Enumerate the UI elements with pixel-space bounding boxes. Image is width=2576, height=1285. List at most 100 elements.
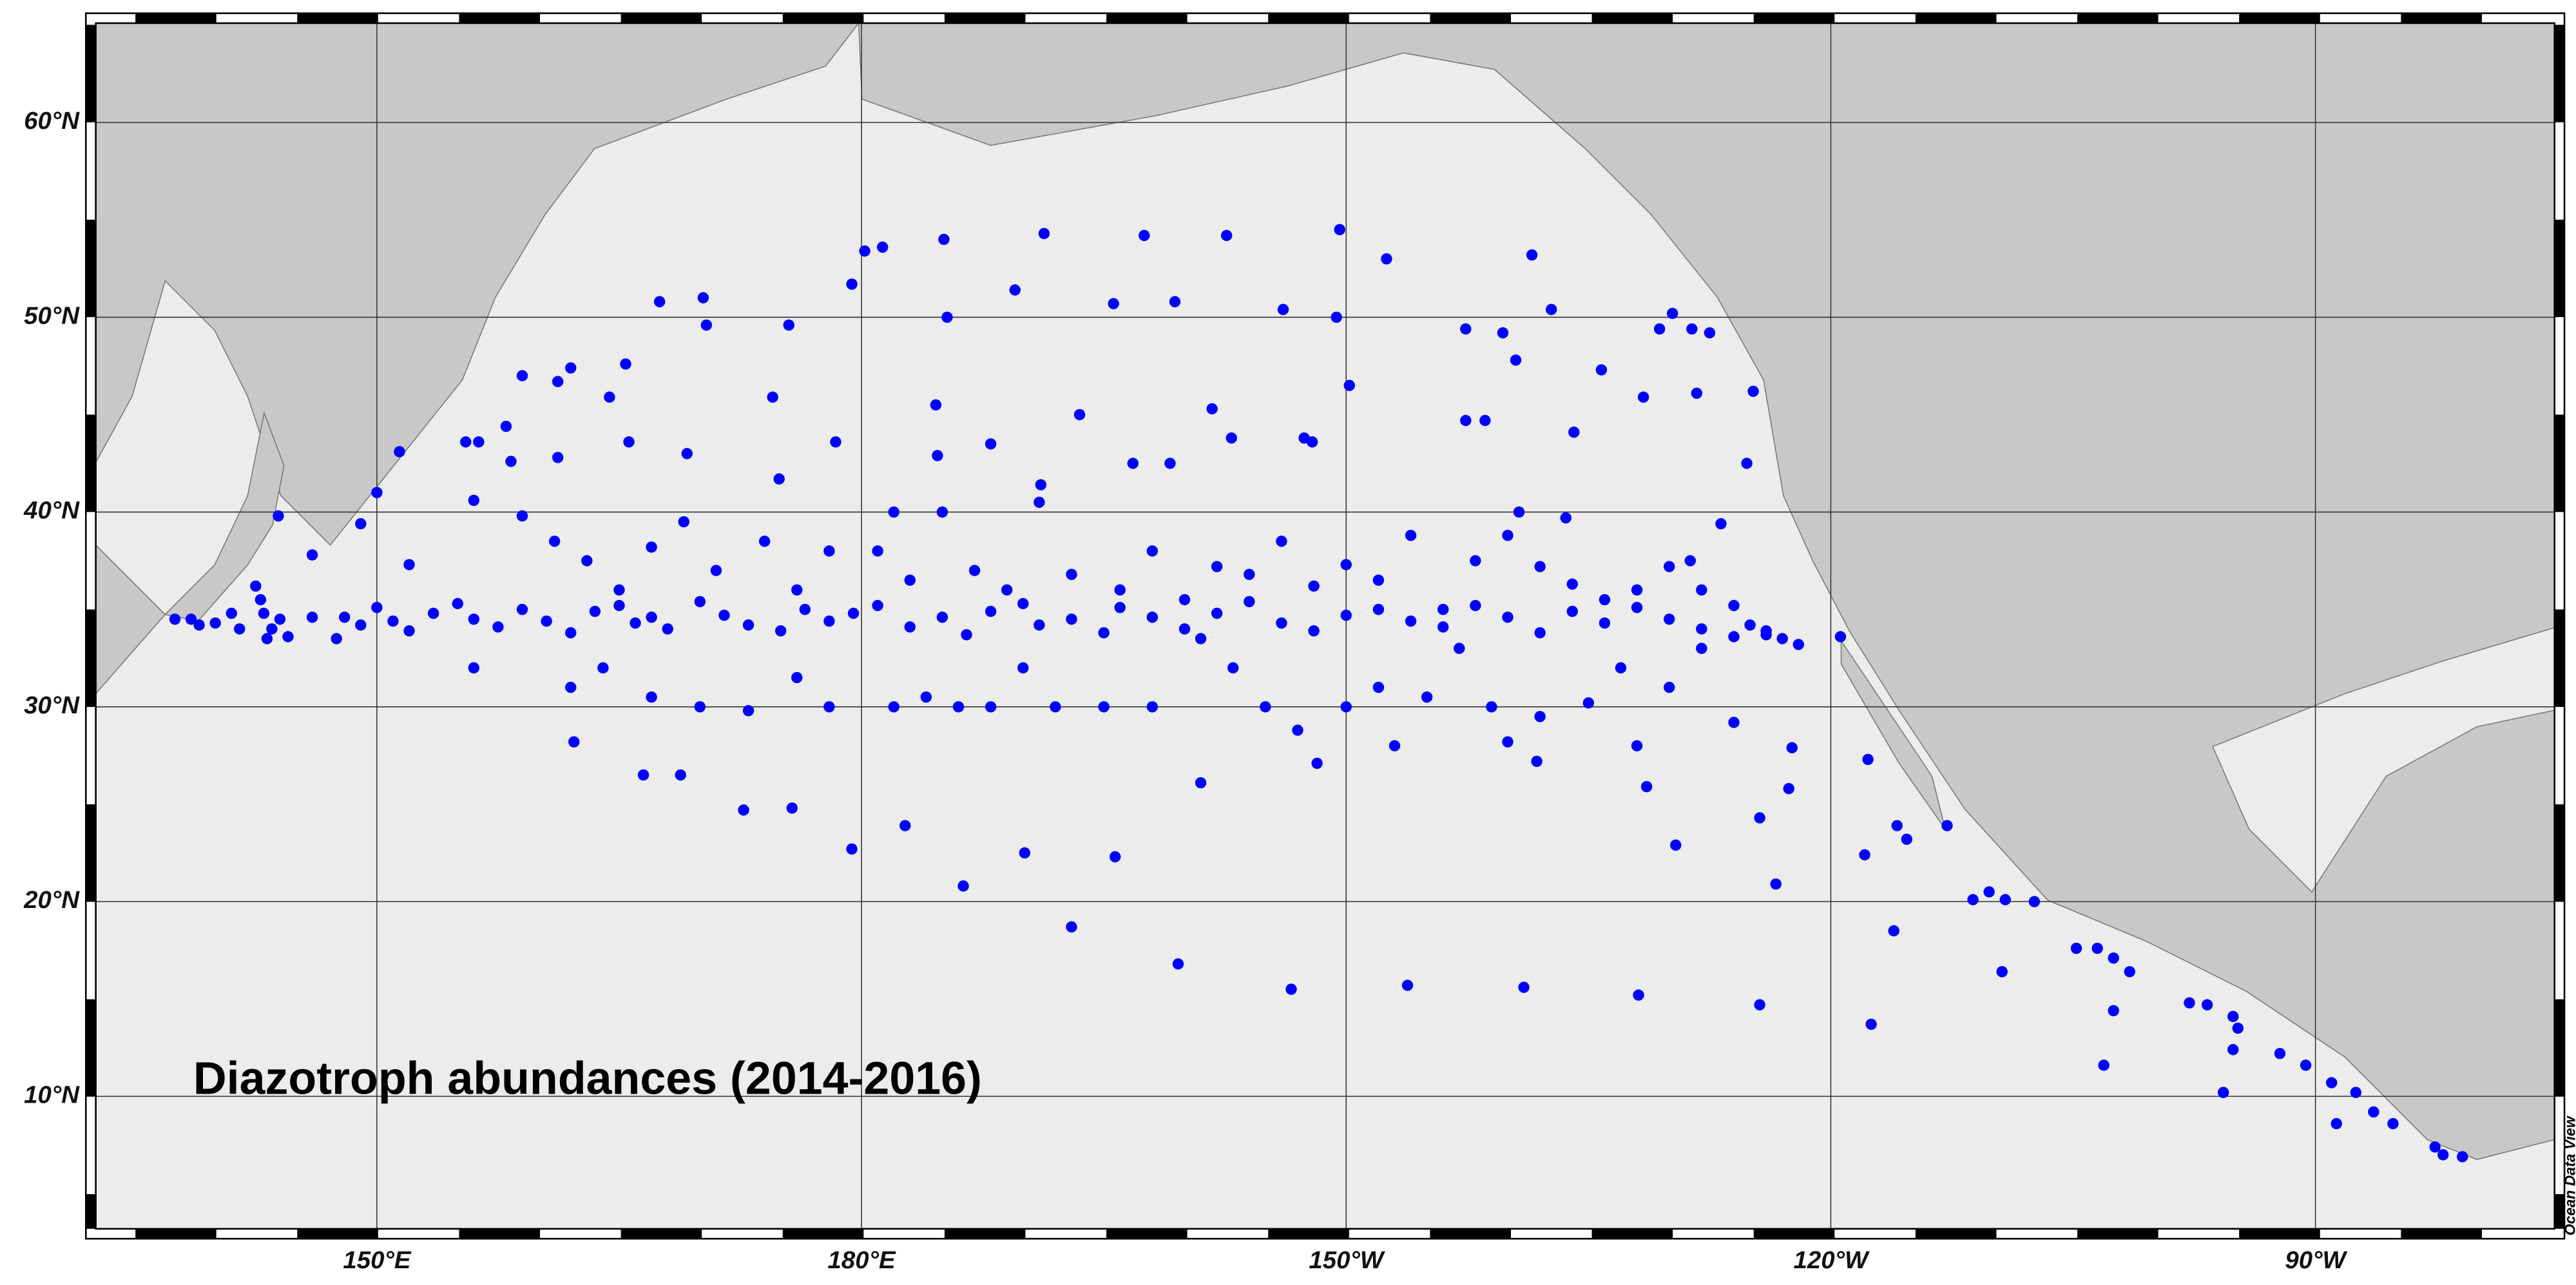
sample-point: [662, 623, 673, 635]
sample-point: [468, 662, 480, 674]
sample-point: [403, 559, 415, 570]
sample-point: [936, 612, 948, 623]
sample-point: [872, 599, 883, 612]
sample-point: [938, 233, 950, 246]
sample-point: [758, 536, 771, 547]
sample-point: [1389, 740, 1401, 751]
sample-point: [1372, 603, 1385, 615]
sample-point: [282, 631, 294, 642]
sample-point: [742, 619, 755, 631]
sample-point: [1859, 849, 1870, 861]
sample-point: [1983, 886, 1995, 898]
sample-point: [1486, 701, 1497, 713]
sample-point: [1340, 701, 1352, 713]
sample-point: [581, 555, 593, 566]
sample-point: [1114, 601, 1126, 614]
sample-point: [371, 601, 383, 614]
sample-point: [899, 820, 911, 831]
sample-point: [1001, 584, 1013, 596]
sample-point: [710, 565, 722, 576]
sample-point: [552, 452, 564, 463]
sample-point: [306, 612, 318, 623]
sample-point: [1038, 227, 1050, 240]
sample-point: [1728, 717, 1740, 728]
sample-point: [1035, 479, 1047, 490]
y-tick-label: 30°N: [24, 691, 80, 719]
sample-point: [1996, 966, 2008, 978]
sample-point: [1862, 753, 1874, 766]
japan: [164, 411, 285, 622]
sample-point: [1793, 639, 1805, 650]
sample-point: [568, 736, 580, 748]
sample-point: [623, 436, 635, 448]
sample-point: [2300, 1059, 2312, 1071]
sample-point: [589, 605, 601, 617]
sample-point: [1033, 619, 1045, 631]
sample-point: [1334, 224, 1345, 236]
sample-point: [2091, 942, 2103, 954]
sample-point: [646, 612, 657, 623]
sample-point: [597, 662, 609, 674]
sample-point: [1728, 631, 1740, 642]
sample-point: [193, 619, 205, 631]
sample-point: [339, 612, 351, 623]
x-tick-label: 150°E: [343, 1246, 412, 1274]
sample-point: [1164, 458, 1176, 469]
sample-point: [1110, 851, 1121, 863]
sample-point: [888, 701, 899, 713]
map-title: Diazotroph abundances (2014-2016): [193, 1053, 982, 1105]
sample-point: [1754, 812, 1765, 824]
sample-point: [1653, 323, 1666, 335]
sample-point: [1308, 580, 1320, 592]
sample-point: [1667, 307, 1678, 319]
sample-point: [1276, 617, 1287, 629]
sample-point: [1834, 631, 1847, 642]
sample-point: [1227, 662, 1239, 674]
sample-point: [2457, 1151, 2468, 1163]
sample-point: [823, 545, 835, 557]
sample-point: [1888, 925, 1899, 937]
sample-point: [775, 625, 787, 637]
sample-point: [773, 473, 785, 485]
sample-point: [1437, 603, 1449, 615]
sample-point: [1502, 612, 1514, 623]
sample-point: [2124, 966, 2135, 978]
sample-point: [904, 621, 916, 633]
sample-point: [1599, 594, 1611, 606]
x-tick-label: 150°W: [1309, 1246, 1386, 1274]
sample-point: [985, 701, 997, 713]
sample-point: [1260, 701, 1271, 713]
sample-point: [637, 769, 649, 781]
sample-point: [718, 610, 730, 621]
sample-point: [1108, 298, 1119, 309]
sample-point: [234, 623, 245, 635]
sample-point: [1670, 839, 1682, 851]
sample-point: [1534, 711, 1546, 722]
sample-point: [1098, 627, 1110, 639]
sample-point: [1292, 724, 1303, 736]
sample-point: [468, 614, 480, 625]
sample-point: [1715, 517, 1727, 530]
sample-point: [1560, 512, 1572, 524]
sample-point: [1206, 403, 1218, 415]
sample-point: [678, 516, 689, 528]
sample-point: [957, 880, 969, 892]
sample-point: [516, 603, 528, 615]
sample-point: [1340, 559, 1352, 570]
sample-point: [2227, 1010, 2239, 1023]
sample-point: [1770, 878, 1782, 890]
sample-point: [1704, 327, 1716, 339]
sample-point: [1460, 323, 1472, 335]
sample-point: [830, 436, 841, 448]
sample-point: [2350, 1087, 2362, 1098]
sample-point: [1967, 894, 1979, 905]
sample-point: [786, 802, 798, 814]
sample-point: [1211, 561, 1223, 572]
sample-point: [1098, 701, 1110, 713]
sample-point: [1146, 612, 1158, 623]
sample-point: [961, 629, 972, 641]
sample-point: [1754, 999, 1765, 1010]
sample-point: [2108, 952, 2119, 964]
sample-point: [1891, 820, 1903, 831]
y-tick-label: 50°N: [24, 302, 80, 329]
